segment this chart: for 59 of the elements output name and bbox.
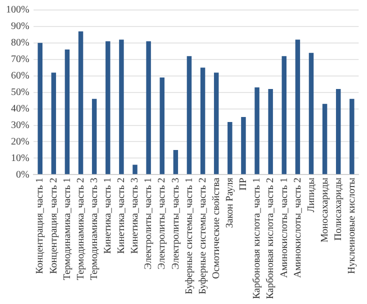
bar	[228, 122, 232, 174]
bar	[92, 98, 97, 174]
x-tick-label: Электролиты_часть 3	[170, 178, 182, 270]
x-tick-label: Термодинамика_часть 2	[75, 178, 86, 280]
bar	[200, 68, 206, 174]
bar	[38, 42, 42, 174]
x-tick-label: Концентрация_часть 2	[48, 178, 60, 274]
bar	[268, 89, 273, 174]
bar	[214, 72, 219, 174]
x-tick-label: Моносахариды	[319, 177, 330, 242]
x-tick-label: Кинетика_часть 3	[130, 178, 141, 254]
y-tick-label: 70%	[10, 54, 30, 66]
y-tick-label: 40%	[10, 103, 30, 114]
x-tick-label: Кинетика_часть 2	[116, 178, 128, 254]
y-tick-label: 20%	[10, 136, 30, 148]
bar	[336, 89, 341, 174]
x-tick-label: Полисахариды	[332, 177, 344, 241]
bar	[241, 117, 246, 174]
x-tick-label: Аминокислоты_часть 2	[292, 178, 304, 278]
bar	[186, 56, 192, 174]
x-tick-label: Термодинамика_часть 1	[62, 178, 73, 280]
x-tick-label: Электролиты_часть 2	[156, 178, 168, 270]
bar	[78, 31, 84, 174]
y-tick-label: 30%	[10, 120, 30, 131]
bar	[322, 104, 328, 174]
x-tick-label: Карбоновая кислота_часть 1	[252, 178, 263, 300]
x-tick-label: Буферные системы_часть 2	[197, 178, 208, 294]
x-tick-label: Карбоновая кислота_часть 2	[265, 178, 276, 300]
bar	[350, 98, 354, 174]
y-tick-label: 10%	[10, 152, 30, 164]
x-tick-label: Закон Рауля	[224, 177, 236, 228]
bar	[146, 41, 151, 174]
x-tick-label: Электролиты_часть 1	[143, 178, 154, 270]
bar	[132, 164, 138, 174]
bar	[173, 150, 178, 174]
y-tick-label: 50%	[10, 86, 30, 98]
bar	[295, 40, 300, 174]
bar	[160, 78, 164, 174]
x-tick-label: ПР	[238, 177, 250, 190]
y-tick-label: 100%	[6, 4, 30, 16]
bar	[308, 52, 314, 174]
x-tick-label: Липиды	[306, 177, 317, 212]
bar	[106, 41, 110, 174]
bar	[254, 87, 260, 174]
y-tick-label: 60%	[10, 70, 30, 82]
x-tick-label: Кинетика_часть 1	[102, 178, 114, 254]
bar	[51, 72, 56, 174]
y-tick-label: 90%	[10, 21, 30, 32]
x-tick-label: Термодинамика_часть 3	[88, 178, 100, 280]
x-tick-label: Аминокислоты_часть 1	[278, 178, 290, 278]
bar	[64, 50, 70, 174]
x-tick-label: Буферные системы_часть 1	[184, 178, 195, 294]
y-tick-label: 0%	[16, 169, 30, 180]
x-tick-label: Нуклеиновые кислоты	[346, 177, 358, 274]
x-tick-label: Концентрация_часть 1	[34, 178, 46, 274]
y-tick-label: 80%	[10, 38, 30, 49]
bar	[119, 40, 124, 174]
bar	[282, 56, 287, 174]
x-tick-label: Осмотические свойства	[210, 177, 222, 279]
